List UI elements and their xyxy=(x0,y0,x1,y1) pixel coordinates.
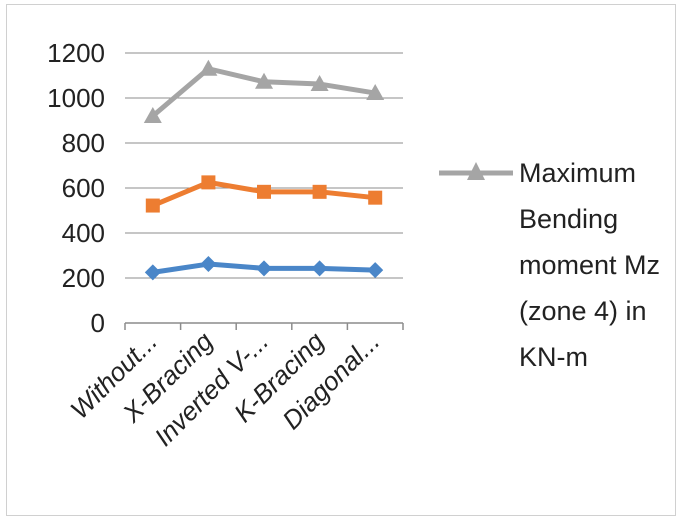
tick-labels: 020040060080010001200Without...X-Bracing… xyxy=(47,38,385,452)
y-tick-label: 1000 xyxy=(47,83,105,113)
data-point xyxy=(368,190,383,205)
data-point xyxy=(144,264,161,281)
chart-frame: 0 200 400 600 800 1000 1200 Without... X-Bracing… xyxy=(6,4,676,516)
y-tick-label: 800 xyxy=(62,128,105,158)
series-layer xyxy=(143,59,385,281)
y-tick-label: 1200 xyxy=(47,38,105,68)
data-point xyxy=(310,75,329,92)
legend-swatch-icon xyxy=(439,162,513,180)
legend: Maximum Bending moment Mz (zone 4) in KN… xyxy=(437,153,677,380)
axes xyxy=(124,322,404,330)
y-tick-label: 0 xyxy=(91,308,105,338)
data-point xyxy=(199,59,218,76)
data-point xyxy=(366,84,385,101)
data-point xyxy=(367,262,384,279)
data-point xyxy=(311,260,328,277)
y-tick-label: 600 xyxy=(62,173,105,203)
series-3 xyxy=(143,59,385,123)
data-point xyxy=(145,198,160,213)
data-point xyxy=(256,260,272,277)
y-tick-label: 400 xyxy=(62,218,105,248)
legend-label: Maximum Bending moment Mz (zone 4) in KN… xyxy=(519,158,661,372)
series-2 xyxy=(145,175,383,213)
data-point xyxy=(255,72,273,89)
y-tick-label: 200 xyxy=(62,263,105,293)
data-point xyxy=(143,107,162,123)
data-point xyxy=(200,256,217,273)
series-1 xyxy=(144,256,384,281)
data-point xyxy=(201,175,216,190)
line-chart: 020040060080010001200Without...X-Bracing… xyxy=(47,38,404,452)
data-point xyxy=(312,184,327,199)
data-point xyxy=(257,184,271,199)
